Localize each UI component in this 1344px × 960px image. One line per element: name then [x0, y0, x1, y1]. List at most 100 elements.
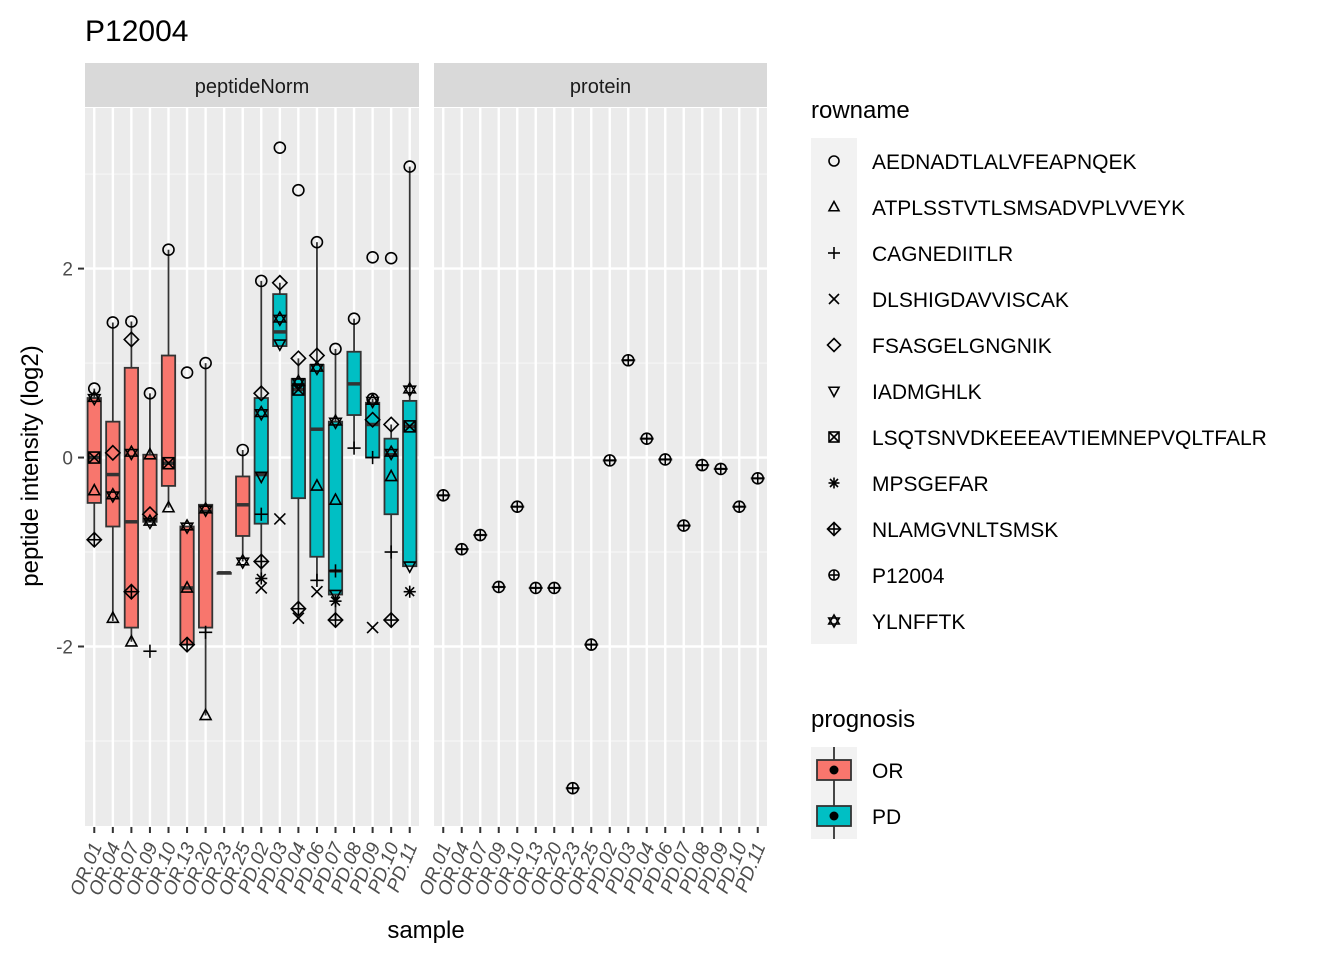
outlier-point	[273, 512, 286, 526]
y-tick-label: 0	[62, 449, 73, 470]
y-tick-label: 2	[62, 260, 73, 281]
data-point	[403, 420, 417, 433]
data-point	[141, 505, 159, 523]
legend-shape-icon	[828, 247, 840, 259]
legend-prognosis-title: prognosis	[811, 706, 915, 733]
box-OR.13	[179, 525, 195, 646]
protein-point-PD.06	[658, 453, 673, 466]
data-point	[310, 573, 324, 587]
legend-key-background	[811, 184, 857, 230]
data-point	[384, 545, 398, 559]
data-point	[198, 707, 213, 721]
legend-key-background	[811, 368, 857, 414]
facet-label: protein	[570, 76, 631, 98]
protein-point-OR.10	[510, 500, 525, 513]
legend-shape-icon	[827, 199, 841, 212]
box-OR.01	[86, 388, 102, 540]
protein-value-marker	[714, 462, 728, 476]
data-point	[255, 572, 268, 585]
data-point	[403, 585, 416, 598]
protein-point-OR.07	[473, 528, 488, 542]
data-point	[87, 389, 102, 407]
box-PD.11	[402, 166, 418, 568]
box-body	[179, 525, 195, 646]
data-point	[123, 583, 140, 600]
legend-prognosis-item: PD	[811, 793, 901, 839]
legend-rowname-item: CAGNEDIITLR	[811, 230, 1013, 276]
box-body	[253, 397, 269, 525]
protein-value-marker	[566, 781, 580, 795]
protein-value-marker	[473, 528, 487, 542]
outlier-point	[292, 183, 305, 197]
protein-point-OR.01	[436, 489, 451, 502]
legend-rowname-item: YLNFFTK	[811, 598, 965, 644]
data-point	[382, 611, 400, 629]
data-point	[366, 450, 380, 465]
data-point	[143, 446, 157, 460]
legend-shape-icon	[827, 613, 841, 629]
data-point	[292, 383, 305, 396]
protein-value-marker	[529, 581, 543, 595]
box-body	[383, 437, 399, 516]
data-point	[365, 392, 380, 410]
legend-rowname-item: IADMGHLK	[811, 368, 982, 414]
legend-rowname-item: NLAMGVNLTSMSK	[811, 506, 1058, 552]
data-point	[272, 339, 287, 352]
outlier-point	[273, 141, 287, 154]
data-point	[290, 350, 307, 367]
legend-rowname-item: MPSGEFAR	[811, 460, 989, 506]
protein-value-marker	[584, 638, 598, 651]
x-axis-label: sample	[387, 917, 464, 944]
protein-point-PD.04	[639, 432, 654, 445]
legend-rowname-item: FSASGELGNGNIK	[811, 322, 1052, 368]
legend-shape-icon	[826, 337, 842, 353]
legend-key-background	[811, 598, 857, 644]
data-point	[254, 507, 268, 521]
data-point	[403, 160, 417, 173]
protein-value-marker	[492, 580, 506, 594]
data-point	[328, 589, 343, 603]
protein-point-PD.10	[732, 500, 747, 513]
legend-dot-icon	[829, 765, 839, 775]
legend-rowname-label: CAGNEDIITLR	[872, 243, 1013, 266]
legend-dot-icon	[829, 811, 839, 821]
protein-point-PD.11	[750, 472, 765, 485]
data-point	[347, 312, 361, 325]
box-body	[402, 399, 418, 568]
protein-point-OR.04	[454, 542, 469, 556]
legend-shape-icon	[828, 569, 840, 581]
box-PD.03	[272, 282, 288, 347]
data-point	[292, 612, 305, 625]
legend-rowname-title: rowname	[811, 97, 910, 124]
legend-rowname-item: LSQTSNVDKEEEAVTIEMNEPVQLTFALR	[811, 414, 1267, 460]
data-point	[180, 580, 194, 593]
chart-title: P12004	[85, 15, 188, 48]
protein-value-marker	[510, 500, 524, 513]
legend-rowname-label: NLAMGVNLTSMSK	[872, 519, 1058, 542]
data-point	[254, 274, 268, 288]
protein-point-OR.09	[491, 580, 506, 594]
box-body	[160, 354, 177, 487]
data-point	[382, 416, 400, 433]
legend-shape-icon	[827, 386, 841, 399]
legend-rowname-item: DLSHIGDAVVISCAK	[811, 276, 1069, 322]
legend: rowname AEDNADTLALVFEAPNQEK ATPLSSTVTLSMSA…	[811, 97, 1267, 839]
protein-point-OR.13	[528, 581, 543, 595]
facet-label: peptideNorm	[195, 76, 310, 98]
data-point	[85, 531, 103, 549]
data-point	[252, 553, 270, 570]
box-OR.09	[142, 393, 158, 523]
legend-key-background	[811, 322, 857, 368]
data-point	[142, 513, 158, 530]
box-body	[327, 420, 344, 596]
box-OR.04	[105, 322, 121, 621]
data-point	[402, 561, 417, 574]
protein-value-marker	[621, 353, 635, 367]
protein-point-OR.23	[565, 781, 580, 795]
legend-rowname-label: FSASGELGNGNIK	[872, 335, 1052, 358]
plot-panels: peptideNormOR.01OR.04OR.07OR.09OR.10OR.1…	[56, 63, 770, 899]
data-point	[254, 404, 269, 422]
data-point	[124, 444, 139, 462]
y-tick-label: -2	[56, 638, 73, 659]
data-point	[124, 634, 139, 647]
